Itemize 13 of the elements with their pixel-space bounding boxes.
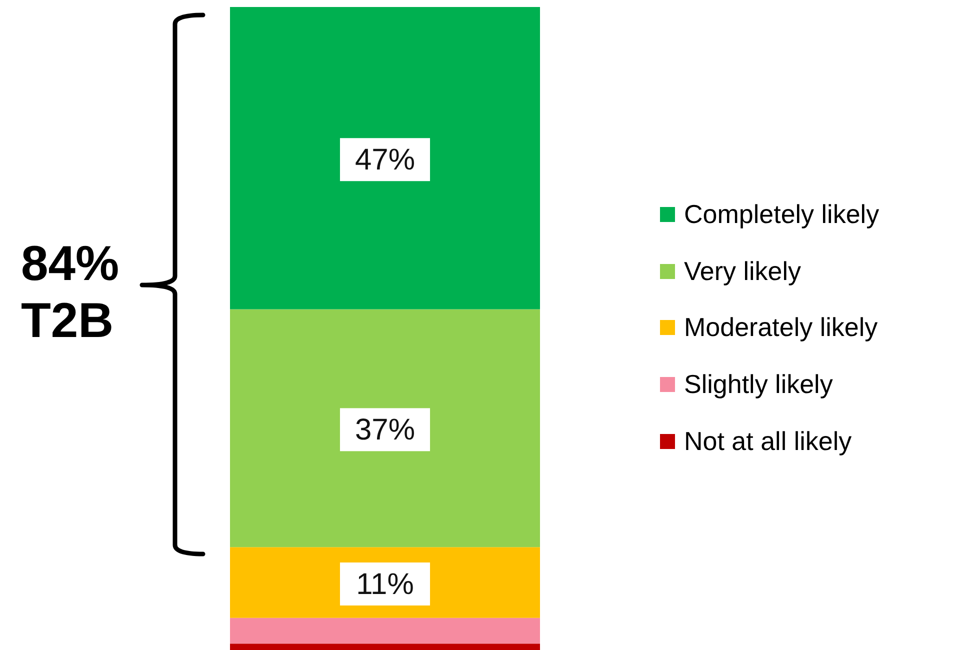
- legend-label: Completely likely: [684, 198, 880, 230]
- text: 84% T2B: [21, 236, 120, 350]
- data-label: 37%: [354, 414, 416, 447]
- bar: [230, 7, 540, 310]
- data-label: 47%: [354, 144, 416, 177]
- data-label: 11%: [356, 568, 414, 601]
- bar: [230, 618, 540, 644]
- bar: [230, 309, 540, 548]
- legend-label: Slightly likely: [684, 369, 833, 400]
- legend-label: Moderately likely: [684, 312, 878, 344]
- legend-label: Not at all likely: [684, 426, 852, 457]
- bar: [230, 644, 540, 650]
- legend-label: Very likely: [684, 256, 802, 287]
